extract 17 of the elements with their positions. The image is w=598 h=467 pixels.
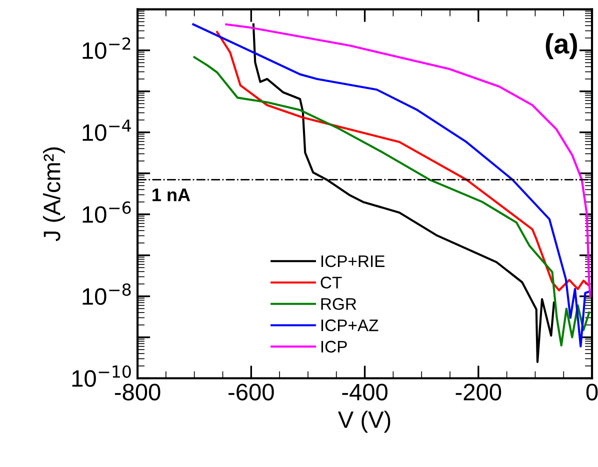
x-tick-label: -600 bbox=[228, 384, 274, 400]
y-axis-title: J (A/cm²) bbox=[43, 147, 66, 242]
annotation: (a) bbox=[546, 33, 578, 60]
ref-line-label: 1 nA bbox=[152, 188, 190, 202]
y-tick-label: 10$^{−4}$ bbox=[82, 120, 131, 141]
legend-label: ICP bbox=[321, 340, 347, 353]
x-tick-label: -200 bbox=[456, 384, 502, 400]
x-tick-label: -400 bbox=[342, 384, 388, 400]
x-axis-title: V (V) bbox=[338, 410, 390, 433]
y-tick-label: 10$^{−6}$ bbox=[82, 201, 131, 223]
legend-label: CT bbox=[320, 276, 342, 288]
legend-label: RGR bbox=[321, 298, 356, 310]
y-tick-label: 10$^{−8}$ bbox=[82, 283, 131, 305]
y-tick-label: 10$^{−2}$ bbox=[82, 37, 130, 59]
legend-label: ICP+RIE bbox=[321, 255, 385, 268]
x-tick-label: 0 bbox=[586, 384, 598, 400]
legend-label: ICP+AZ bbox=[321, 319, 378, 332]
